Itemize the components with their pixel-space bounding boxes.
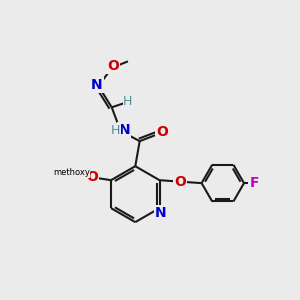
Text: H: H	[123, 95, 133, 108]
Text: H: H	[111, 124, 120, 137]
Text: N: N	[118, 123, 130, 137]
Text: N: N	[91, 78, 103, 92]
Text: O: O	[156, 125, 168, 139]
Text: methoxy: methoxy	[53, 168, 90, 177]
Text: F: F	[250, 176, 259, 190]
Text: O: O	[86, 170, 98, 184]
Text: O: O	[174, 175, 186, 189]
Text: N: N	[155, 206, 167, 220]
Text: O: O	[107, 59, 119, 74]
